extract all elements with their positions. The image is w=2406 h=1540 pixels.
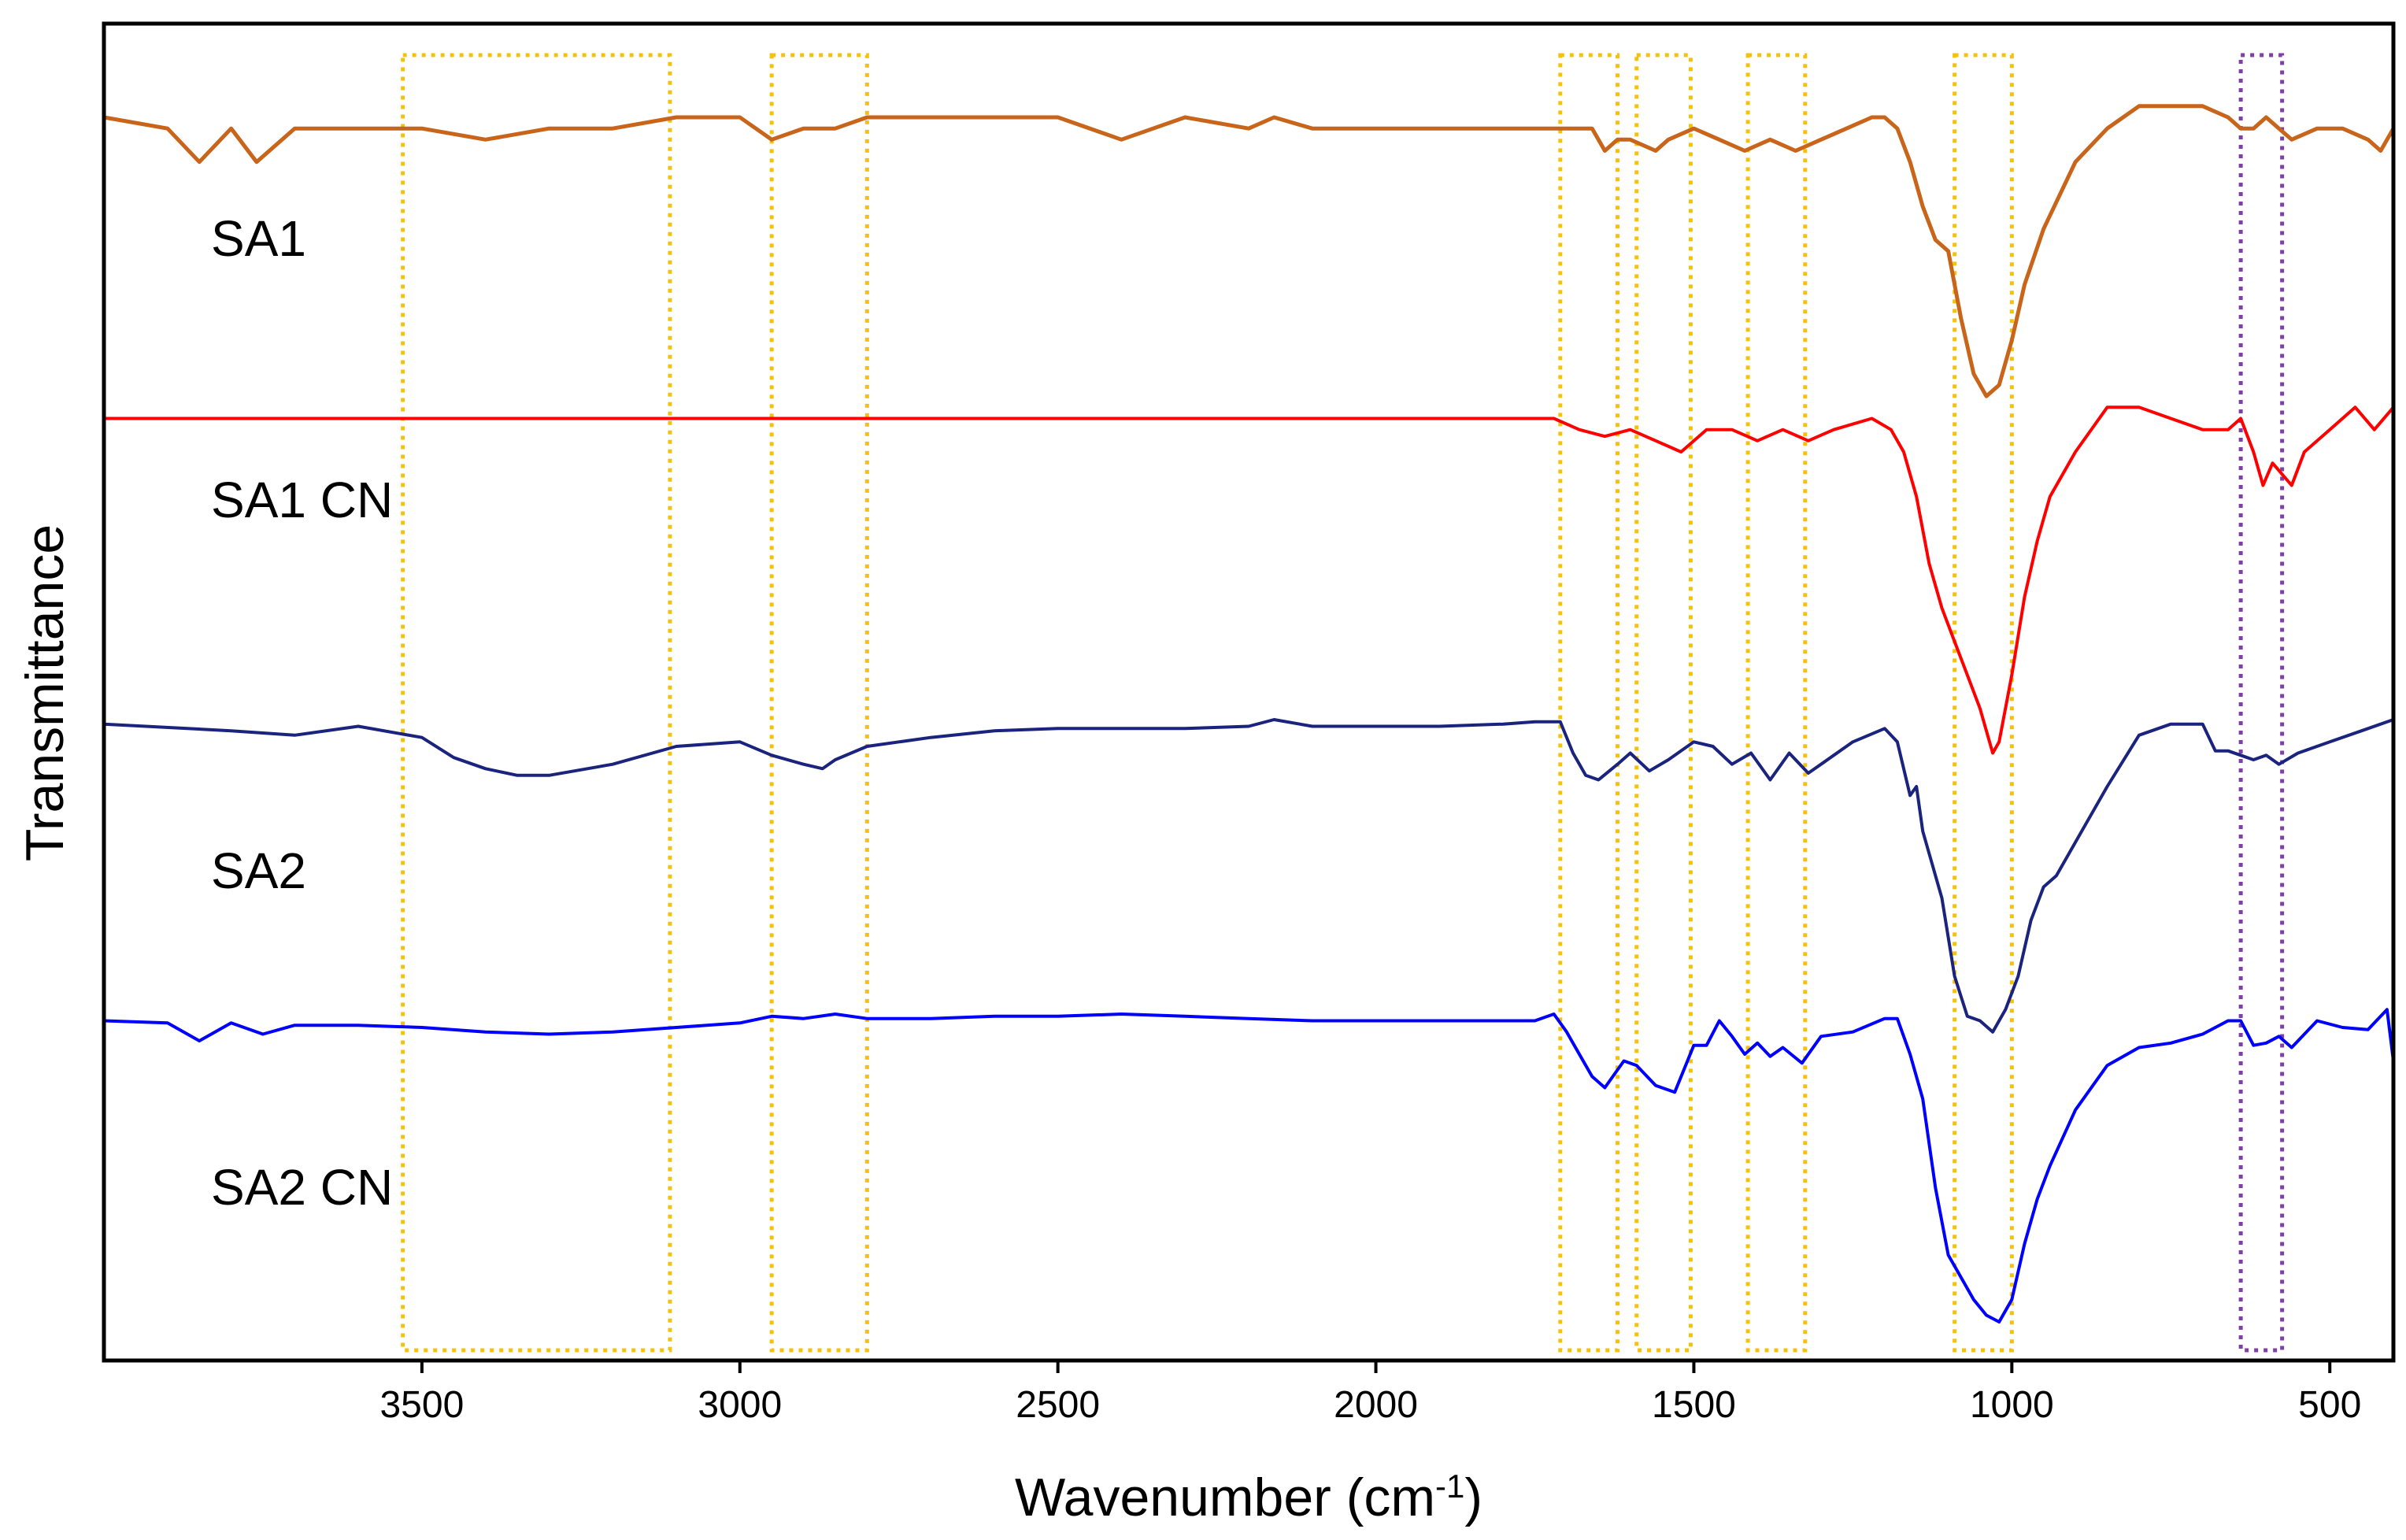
- x-axis-ticks: 3500 3000 2500 2000 1500 1000 500: [379, 1360, 2361, 1426]
- x-tick-label-3000: 3000: [698, 1384, 782, 1426]
- highlight-band-6: [2238, 53, 2285, 1353]
- highlight-bands: [401, 53, 2285, 1353]
- highlight-band-0: [401, 53, 672, 1353]
- series-line-sa2: [103, 718, 2394, 1034]
- x-axis-title-main: Wavenumber (cm: [1015, 1468, 1435, 1527]
- series-line-sa2-cn: [103, 1008, 2395, 1323]
- x-axis-title: Wavenumber (cm-1): [1015, 1468, 1482, 1528]
- series-label-sa2: SA2: [211, 842, 306, 899]
- series-label-sa1: SA1: [211, 210, 306, 267]
- x-tick-label-1000: 1000: [1970, 1384, 2054, 1426]
- highlight-band-4: [1745, 53, 1808, 1353]
- series-label-sa1-cn: SA1 CN: [211, 472, 393, 528]
- x-tick-label-2000: 2000: [1334, 1384, 1418, 1426]
- series-lines: [103, 104, 2396, 1323]
- plot-frame: [102, 21, 2396, 1363]
- series-line-sa1: [103, 104, 2396, 398]
- x-tick-label-3500: 3500: [379, 1384, 464, 1426]
- series-line-sa1-cn: [104, 405, 2395, 755]
- x-tick-label-2500: 2500: [1016, 1384, 1100, 1426]
- x-axis-title-superscript: -1: [1435, 1468, 1464, 1505]
- highlight-band-2: [1558, 53, 1620, 1353]
- series-label-sa2-cn: SA2 CN: [211, 1159, 393, 1216]
- highlight-band-3: [1634, 53, 1693, 1353]
- x-axis-title-close: ): [1464, 1468, 1482, 1527]
- highlight-band-5: [1953, 53, 2014, 1353]
- y-axis-title: Transmittance: [15, 524, 75, 861]
- x-tick-label-500: 500: [2298, 1384, 2361, 1426]
- x-tick-label-1500: 1500: [1652, 1384, 1736, 1426]
- highlight-band-1: [769, 53, 869, 1353]
